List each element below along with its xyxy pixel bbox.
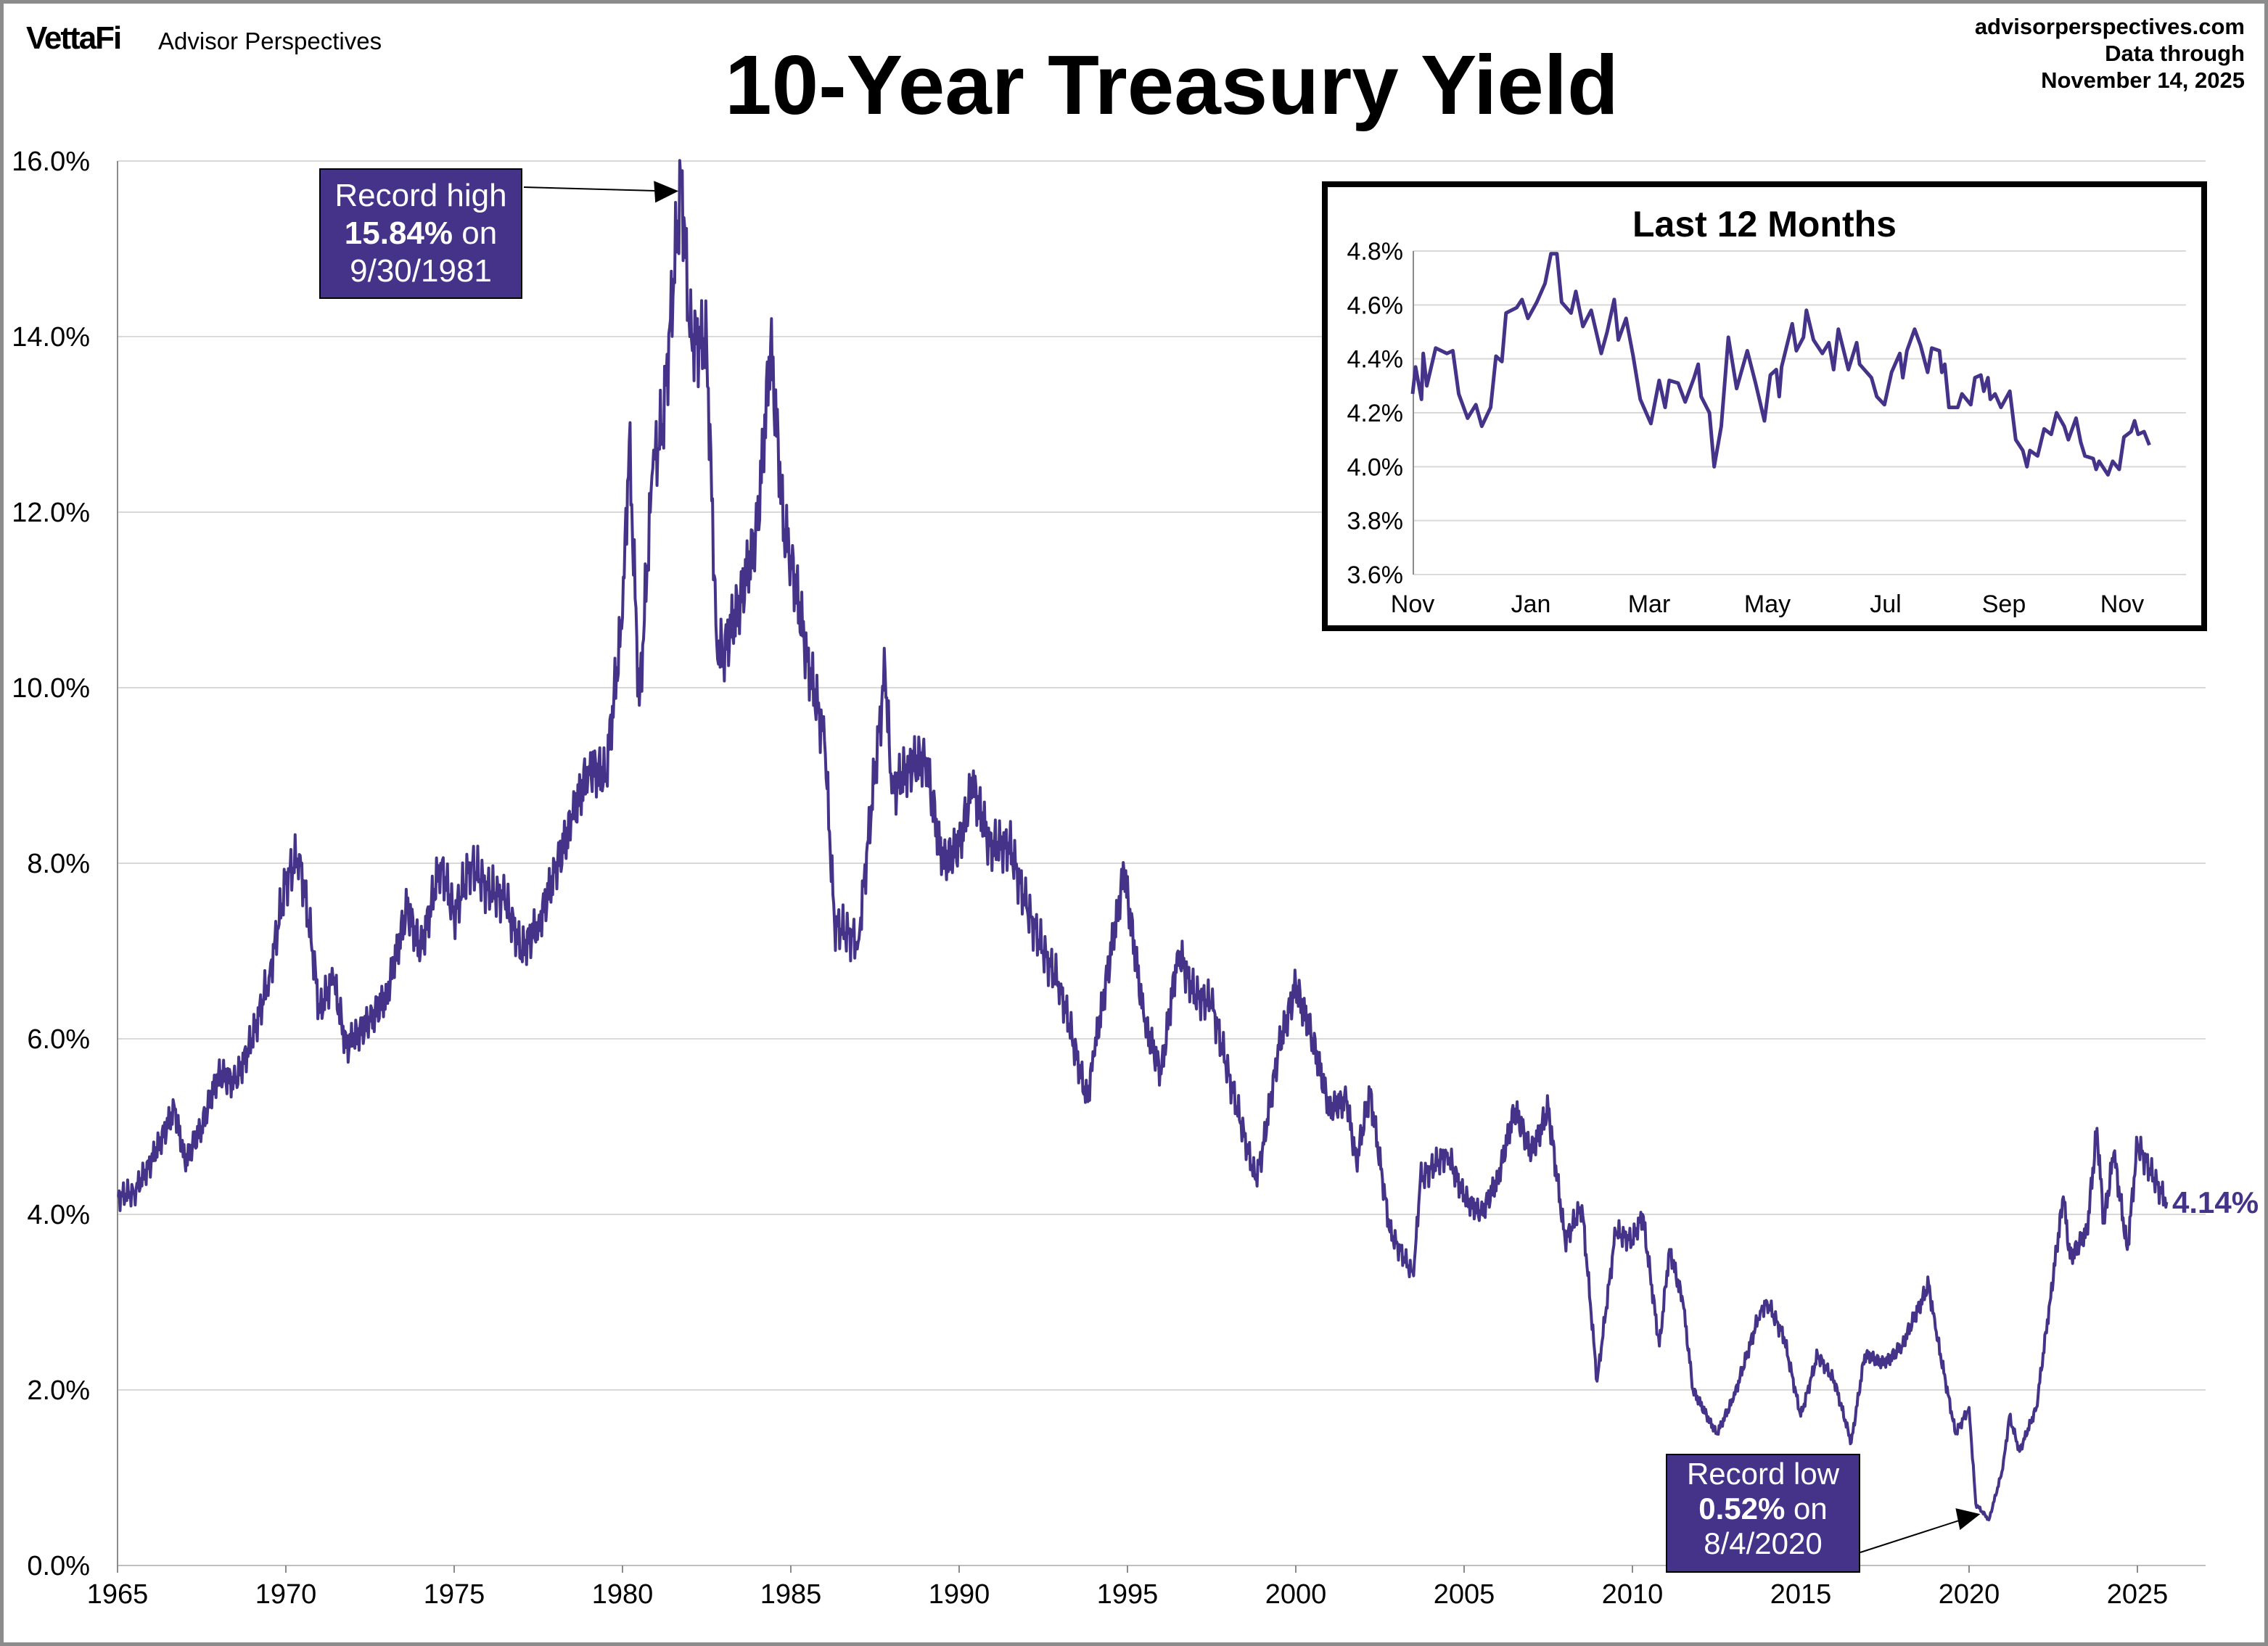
x-tick-label: 1980	[592, 1579, 654, 1610]
data-through-label: Data through	[2105, 41, 2245, 66]
y-tick-label: 8.0%	[27, 849, 90, 879]
site-url: advisorperspectives.com	[1974, 14, 2245, 39]
record-low-label: Record low	[1686, 1457, 1840, 1491]
x-tick-label: 2020	[1939, 1579, 2000, 1610]
y-tick-label: 14.0%	[12, 322, 90, 353]
y-tick-label: 10.0%	[12, 673, 90, 704]
inset-title: Last 12 Months	[1632, 204, 1897, 244]
x-tick-label: 1975	[424, 1579, 485, 1610]
inset-y-tick-label: 4.2%	[1347, 400, 1404, 427]
source-info: advisorperspectives.com Data through Nov…	[1975, 13, 2245, 94]
inset-chart-box: Last 12 Months 3.6% 3.8% 4.0% 4.2% 4.4% 4.6% 4…	[1322, 181, 2207, 631]
y-tick-label: 0.0%	[27, 1551, 90, 1581]
y-tick-label: 16.0%	[12, 147, 90, 177]
yield-series-line	[117, 159, 2169, 1522]
record-high-value: 15.84%	[344, 215, 453, 251]
inset-x-tick-label: Jul	[1870, 590, 1901, 618]
record-high-annotation: Record high 15.84% on 9/30/1981	[319, 168, 522, 299]
x-tick-label: 1970	[255, 1579, 317, 1610]
inset-y-tick-label: 3.6%	[1347, 561, 1404, 589]
record-high-date: 9/30/1981	[350, 253, 492, 289]
record-high-label: Record high	[334, 178, 507, 213]
x-tick-label: 1995	[1097, 1579, 1159, 1610]
y-tick-label: 12.0%	[12, 498, 90, 528]
inset-x-tick-label: Sep	[1982, 590, 2026, 618]
inset-x-tick-label: Nov	[1391, 590, 1434, 618]
brand-name: Advisor Perspectives	[158, 28, 382, 54]
x-tick-label: 2025	[2107, 1579, 2169, 1610]
data-through-date: November 14, 2025	[2041, 67, 2245, 93]
y-tick-label: 6.0%	[27, 1024, 90, 1055]
record-low-value: 0.52%	[1698, 1491, 1786, 1526]
record-low-date: 8/4/2020	[1704, 1526, 1823, 1560]
record-high-arrowhead	[654, 181, 679, 203]
record-high-on: on	[453, 215, 498, 251]
x-tick-label: 2005	[1434, 1579, 1495, 1610]
inset-x-tick-label: Mar	[1628, 590, 1671, 618]
inset-chart: 3.6% 3.8% 4.0% 4.2% 4.4% 4.6% 4.8% Nov Jan Mar May…	[1347, 238, 2186, 618]
y-tick-label: 4.0%	[27, 1200, 90, 1230]
x-tick-label: 1965	[87, 1579, 149, 1610]
inset-y-tick-label: 4.6%	[1347, 292, 1404, 319]
current-yield-label: 4.14%	[2172, 1185, 2259, 1219]
record-low-arrow-line	[1860, 1518, 1966, 1553]
x-tick-label: 2015	[1770, 1579, 1832, 1610]
record-low-arrowhead	[1955, 1508, 1981, 1531]
vettafi-logo: VettaFi	[26, 20, 122, 56]
inset-x-tick-label: Jan	[1511, 590, 1551, 618]
inset-y-tick-label: 4.4%	[1347, 346, 1404, 374]
inset-y-tick-label: 3.8%	[1347, 508, 1404, 535]
y-tick-label: 2.0%	[27, 1375, 90, 1406]
x-tick-label: 1990	[929, 1579, 990, 1610]
record-high-arrow-line	[523, 186, 666, 192]
inset-x-tick-label: May	[1744, 590, 1791, 618]
inset-x-tick-label: Nov	[2100, 590, 2144, 618]
x-tick-label: 2010	[1602, 1579, 1664, 1610]
chart-title: 10-Year Treasury Yield	[725, 38, 1619, 132]
inset-y-tick-label: 4.0%	[1347, 453, 1404, 481]
x-tick-label: 1985	[760, 1579, 822, 1610]
inset-series-line	[1410, 252, 2151, 477]
x-tick-label: 2000	[1265, 1579, 1327, 1610]
record-low-annotation: Record low 0.52% on 8/4/2020	[1666, 1454, 1860, 1573]
inset-y-tick-label: 4.8%	[1347, 238, 1404, 266]
record-low-on: on	[1785, 1491, 1828, 1526]
